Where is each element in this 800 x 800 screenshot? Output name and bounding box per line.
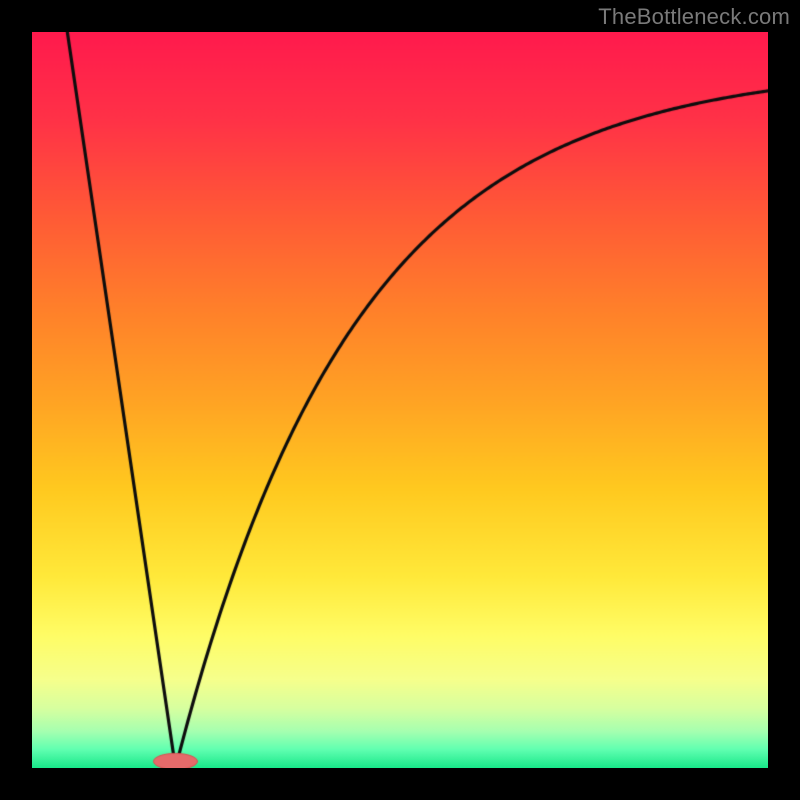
watermark-text: TheBottleneck.com: [598, 4, 790, 30]
stage: TheBottleneck.com: [0, 0, 800, 800]
bottleneck-chart: [32, 32, 768, 768]
